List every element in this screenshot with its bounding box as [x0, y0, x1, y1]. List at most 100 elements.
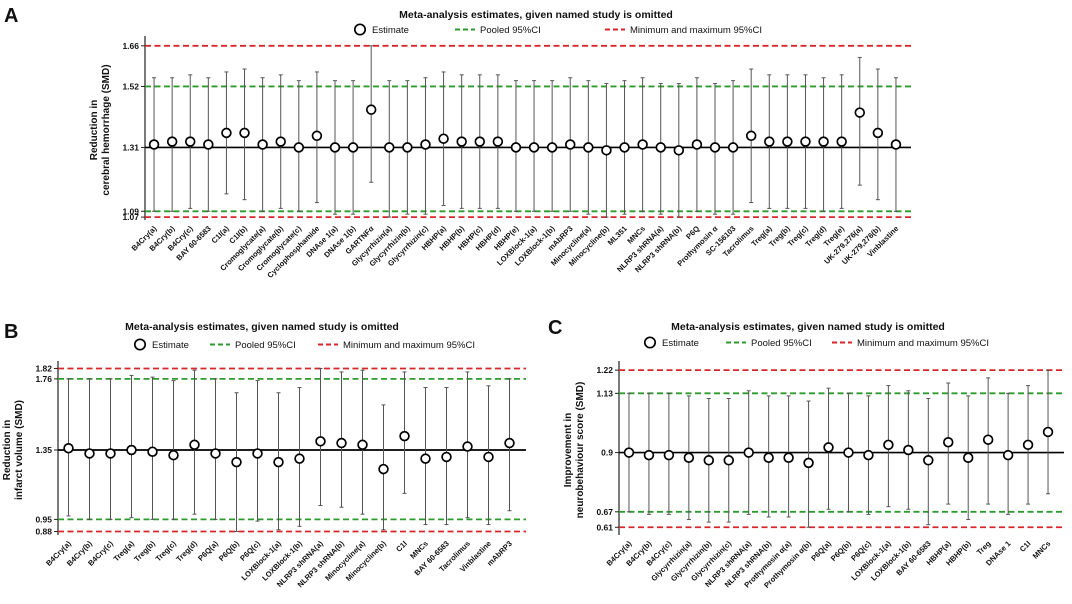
x-tick-label: C1I: [394, 539, 409, 554]
panel-b: B Meta-analysis estimates, given named st…: [2, 321, 526, 589]
estimate-point: [823, 442, 834, 453]
estimate-point: [84, 448, 95, 459]
y-tick-label: 1.13: [596, 388, 613, 398]
estimate-point: [105, 448, 116, 459]
estimate-point: [843, 447, 854, 458]
estimate-point: [836, 136, 847, 147]
estimate-point: [528, 142, 540, 153]
y-tick-label: 1.52: [122, 81, 139, 91]
estimate-point: [564, 139, 576, 150]
estimate-point: [727, 142, 739, 153]
estimate-point: [147, 446, 158, 457]
x-tick-label: Treg(b): [132, 539, 157, 564]
estimate-point: [148, 139, 160, 150]
estimate-point: [783, 452, 794, 463]
y-axis-label-line: cerebral hemorrhage (SMD): [101, 64, 112, 195]
estimate-point: [803, 457, 814, 469]
y-tick-label: 0.61: [596, 522, 613, 532]
panel-label: A: [4, 5, 18, 27]
estimate-point: [683, 452, 695, 463]
y-tick-label: 1.31: [122, 142, 139, 152]
legend-pooled-label: Pooled 95%CI: [480, 25, 541, 36]
estimate-point: [456, 136, 467, 147]
estimate-point: [293, 142, 305, 153]
estimate-point: [168, 449, 179, 461]
x-tick-label: C1I: [1018, 539, 1033, 554]
y-axis-label-line: neurobehaviour score (SMD): [575, 382, 586, 519]
estimate-point: [402, 142, 413, 153]
y-tick-label: 0.67: [596, 507, 613, 517]
estimate-point: [492, 136, 504, 147]
estimate-point: [166, 136, 178, 147]
estimate-point: [483, 451, 494, 463]
chart-title: Meta-analysis estimates, given named stu…: [399, 9, 673, 21]
estimate-point: [329, 142, 341, 153]
estimate-point: [63, 443, 74, 454]
estimate-point: [942, 437, 954, 448]
legend-minmax-label: Minimum and maximum 95%CI: [630, 25, 762, 36]
estimate-point: [883, 439, 894, 451]
estimate-point: [723, 455, 734, 466]
estimate-point: [655, 142, 666, 153]
legend-estimate-label: Estimate: [372, 25, 409, 36]
legend-estimate-label: Estimate: [662, 338, 699, 349]
estimate-point: [872, 127, 884, 139]
estimate-point: [126, 444, 137, 456]
estimate-point: [703, 455, 715, 466]
estimate-point: [1042, 426, 1054, 438]
estimate-point: [673, 145, 685, 156]
estimate-point: [745, 130, 757, 142]
estimate-point: [420, 139, 431, 150]
legend-estimate-marker: [643, 336, 657, 349]
x-tick-label: C1I(a): [210, 224, 232, 246]
y-tick-label: 1.35: [35, 445, 52, 455]
estimate-point: [818, 136, 829, 147]
estimate-point: [357, 439, 368, 451]
chart-title: Meta-analysis estimates, given named stu…: [125, 321, 399, 333]
estimate-point: [510, 142, 522, 153]
legend-estimate-marker: [353, 23, 367, 36]
estimate-point: [962, 452, 974, 463]
estimate-point: [365, 104, 377, 115]
estimate-point: [384, 142, 395, 153]
estimate-point: [854, 107, 866, 118]
y-axis-label-line: Improvement in: [563, 413, 574, 487]
y-tick-label: 1.66: [122, 41, 139, 51]
estimate-point: [252, 448, 263, 459]
y-axis-label-line: infarct volume (SMD): [14, 400, 25, 500]
chart-title: Meta-analysis estimates, given named stu…: [671, 321, 945, 333]
estimate-point: [275, 136, 286, 147]
estimate-point: [637, 139, 648, 150]
estimate-point: [546, 142, 558, 153]
estimate-point: [764, 136, 775, 147]
y-tick-label: 1.07: [122, 212, 139, 222]
estimate-point: [462, 441, 473, 452]
estimate-point: [623, 447, 635, 458]
estimate-point: [763, 452, 774, 463]
y-tick-label: 1.09: [122, 206, 139, 216]
estimate-point: [189, 439, 200, 451]
estimate-point: [315, 436, 326, 447]
panel-c: C Meta-analysis estimates, given named st…: [548, 317, 1064, 590]
estimate-point: [800, 136, 811, 147]
x-tick-label: ML351: [606, 224, 630, 248]
estimate-point: [923, 455, 934, 466]
y-tick-label: 1.82: [35, 363, 52, 373]
estimate-point: [184, 136, 196, 147]
estimate-point: [890, 139, 902, 150]
estimate-point: [311, 130, 323, 142]
estimate-point: [583, 142, 594, 153]
estimate-point: [210, 448, 221, 459]
x-tick-label: P6Q(a): [809, 539, 833, 563]
estimate-point: [643, 449, 655, 461]
estimate-point: [982, 434, 994, 445]
legend-pooled-label: Pooled 95%CI: [751, 338, 812, 349]
y-axis-label: Reduction incerebral hemorrhage (SMD): [89, 64, 112, 195]
estimate-point: [438, 133, 449, 144]
estimate-point: [691, 139, 703, 150]
y-tick-label: 0.88: [35, 527, 52, 537]
estimate-point: [709, 142, 721, 153]
estimate-point: [239, 127, 250, 139]
legend-estimate-label: Estimate: [152, 340, 189, 351]
